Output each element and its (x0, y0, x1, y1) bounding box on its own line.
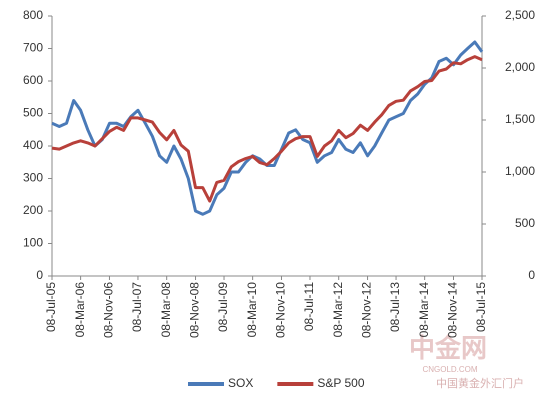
y-tick-label: 300 (23, 171, 43, 185)
x-tick-label: 08-Jul-05 (44, 282, 58, 332)
x-tick-label: 08-Mar-14 (417, 282, 431, 338)
x-tick-label: 08-Nov-12 (360, 282, 374, 338)
x-tick-label: 08-Jul-15 (474, 282, 488, 332)
y-tick-label: 100 (23, 236, 43, 250)
y2-tick-label: 1,500 (505, 112, 535, 126)
watermark: CNGOLD.COM (422, 365, 477, 374)
y-tick-label: 0 (36, 268, 43, 282)
y-tick-label: 700 (23, 41, 43, 55)
series-line (51, 55, 483, 203)
x-tick-label: 08-Nov-06 (102, 282, 116, 338)
x-tick-label: 08-Nov-08 (188, 282, 202, 338)
y2-tick-label: 2,500 (505, 8, 535, 22)
legend-label: S&P 500 (317, 376, 364, 390)
x-tick-label: 08-Jul-13 (388, 282, 402, 332)
x-tick-label: 08-Mar-06 (73, 282, 87, 338)
x-tick-label: 08-Jul-11 (302, 282, 316, 331)
y-tick-label: 800 (23, 8, 43, 22)
y2-tick-label: 2,000 (505, 60, 535, 74)
x-tick-label: 08-Nov-14 (446, 282, 460, 338)
y2-tick-label: 0 (528, 268, 535, 282)
legend-label: SOX (228, 376, 253, 390)
x-tick-label: 08-Mar-12 (331, 282, 345, 338)
y-tick-label: 600 (23, 73, 43, 87)
y-tick-label: 200 (23, 203, 43, 217)
watermark: 中国黄金外汇门户 (436, 376, 524, 390)
x-tick-label: 08-Jul-07 (130, 282, 144, 332)
y2-tick-label: 500 (515, 216, 535, 230)
watermark: 中金网 (409, 333, 487, 363)
x-tick-label: 08-Nov-10 (274, 282, 288, 338)
x-tick-label: 08-Mar-08 (159, 282, 173, 338)
y2-tick-label: 1,000 (505, 164, 535, 178)
x-tick-label: 08-Jul-09 (216, 282, 230, 332)
x-tick-label: 08-Mar-10 (245, 282, 259, 338)
y-tick-label: 400 (23, 138, 43, 152)
y-tick-label: 500 (23, 106, 43, 120)
